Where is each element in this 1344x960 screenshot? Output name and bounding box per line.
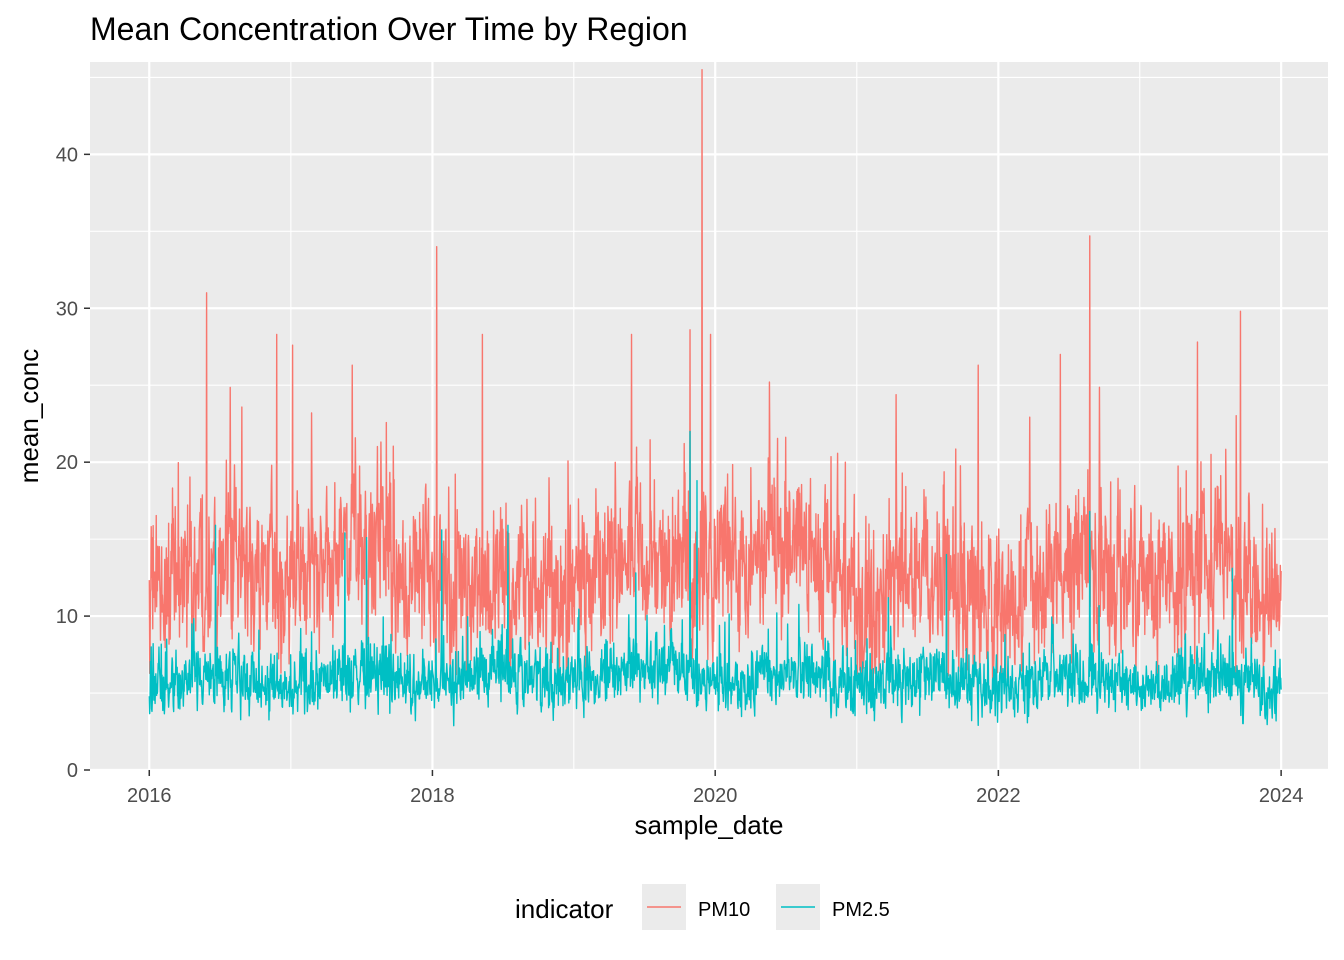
x-tick-label: 2020 (693, 785, 738, 807)
y-tick-label: 40 (56, 144, 78, 166)
x-tick-label: 2022 (976, 785, 1021, 807)
x-tick-label: 2016 (127, 785, 172, 807)
legend: indicator PM10 PM2.5 (515, 884, 890, 930)
y-axis: 0 10 20 30 40 (56, 144, 90, 782)
x-axis-title: sample_date (635, 810, 784, 840)
y-axis-title: mean_conc (14, 349, 44, 483)
grid-major (90, 62, 1328, 772)
series-line-pm2-5 (148, 430, 1282, 727)
y-tick-label: 10 (56, 606, 78, 628)
x-tick-label: 2024 (1259, 785, 1304, 807)
legend-label: PM2.5 (832, 899, 890, 921)
y-tick-label: 20 (56, 452, 78, 474)
legend-label: PM10 (698, 899, 750, 921)
y-tick-label: 30 (56, 298, 78, 320)
x-tick-label: 2018 (410, 785, 455, 807)
series-layer (148, 69, 1282, 727)
plot-panel (90, 62, 1328, 770)
series-line-pm10 (148, 69, 1282, 686)
chart-title: Mean Concentration Over Time by Region (90, 11, 688, 47)
legend-title: indicator (515, 894, 614, 924)
x-axis: 2016 2018 2020 2022 2024 (127, 770, 1303, 807)
y-tick-label: 0 (67, 760, 78, 782)
